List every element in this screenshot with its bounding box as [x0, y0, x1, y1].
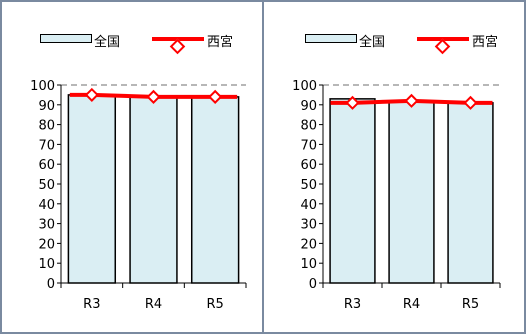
legend-national-label: 全国 — [94, 35, 121, 50]
y-tick-label: 20 — [300, 237, 317, 252]
y-tick-label: 70 — [38, 138, 55, 153]
y-tick-label: 100 — [30, 79, 55, 94]
chart-panel-right: 全国 西宮 0 10 20 30 40 50 60 70 80 90 100 R3 R4 R5 — [263, 0, 526, 334]
point-nishinomiya — [84, 87, 99, 102]
y-tick-label: 80 — [300, 119, 317, 134]
y-tick-label: 0 — [309, 277, 317, 292]
chart-panel-left: 全国 西宮 0 10 20 30 40 50 60 70 80 90 100 R3 R4 R5 — [0, 0, 263, 334]
y-tick-label: 50 — [38, 178, 55, 193]
bar-national — [190, 96, 240, 284]
y-tick-label: 30 — [38, 218, 55, 233]
legend-national-swatch — [305, 34, 357, 43]
y-tick-label: 90 — [38, 99, 55, 114]
bar-national — [329, 98, 376, 284]
point-nishinomiya — [146, 89, 161, 104]
legend-national-label: 全国 — [359, 35, 386, 50]
y-tick-label: 20 — [38, 237, 55, 252]
point-nishinomiya — [208, 89, 223, 104]
y-tick-label: 100 — [292, 79, 317, 94]
legend-nishinomiya-label: 西宮 — [207, 35, 234, 50]
y-tick-label: 0 — [47, 277, 55, 292]
plot-area-left: 0 10 20 30 40 50 60 70 80 90 100 R3 R4 R5 — [30, 79, 247, 312]
legend-nishinomiya-line — [417, 37, 469, 55]
point-nishinomiya — [463, 95, 478, 110]
y-tick-label: 60 — [38, 158, 55, 173]
y-tick-label: 80 — [38, 119, 55, 134]
x-tick-label: R4 — [145, 297, 162, 312]
y-tick-label: 60 — [300, 158, 317, 173]
legend-nishinomiya-label: 西宮 — [472, 35, 499, 50]
y-tick-label: 40 — [38, 198, 55, 213]
plot-area-right: 0 10 20 30 40 50 60 70 80 90 100 R3 R4 R5 — [292, 79, 501, 312]
legend-national-swatch — [40, 34, 92, 43]
bar-national — [447, 102, 494, 284]
y-tick-label: 10 — [300, 257, 317, 272]
x-tick-label: R5 — [462, 297, 479, 312]
x-tick-label: R4 — [403, 297, 420, 312]
bar-national — [388, 100, 435, 284]
bar-national — [67, 94, 117, 284]
point-nishinomiya — [345, 95, 360, 110]
x-tick-label: R3 — [83, 297, 100, 312]
y-tick-label: 70 — [300, 138, 317, 153]
y-tick-label: 40 — [300, 198, 317, 213]
y-tick-label: 50 — [300, 178, 317, 193]
legend-nishinomiya-line — [152, 37, 204, 55]
x-tick-label: R5 — [207, 297, 224, 312]
point-nishinomiya — [404, 93, 419, 108]
y-tick-label: 10 — [38, 257, 55, 272]
y-tick-label: 30 — [300, 218, 317, 233]
y-tick-label: 90 — [300, 99, 317, 114]
bar-national — [129, 96, 178, 284]
x-tick-label: R3 — [344, 297, 361, 312]
